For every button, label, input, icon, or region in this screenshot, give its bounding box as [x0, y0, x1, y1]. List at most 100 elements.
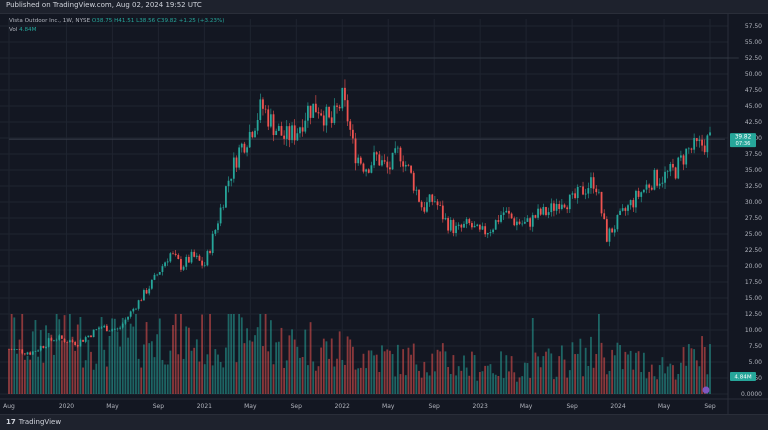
candle-body: [383, 160, 386, 162]
candle-body: [502, 212, 505, 215]
volume-bar: [10, 314, 13, 394]
volume-bar: [656, 379, 658, 394]
candle-body: [58, 335, 61, 340]
price-chart[interactable]: 57.5055.0052.5050.0047.5045.0042.5040.00…: [0, 14, 768, 414]
volume-bar: [420, 377, 423, 394]
volume-bar: [500, 351, 502, 394]
candle-body: [166, 261, 169, 263]
volume-bar: [232, 314, 235, 394]
candle-body: [677, 157, 680, 179]
y-tick-label: 52.50: [745, 55, 762, 62]
x-tick-label: 2023: [473, 403, 488, 410]
candle-body: [301, 127, 304, 132]
y-tick-label: 37.50: [745, 151, 762, 158]
volume-bar: [553, 379, 555, 394]
volume-bar: [185, 326, 188, 394]
volume-bar: [529, 377, 532, 394]
volume-bar: [74, 350, 77, 394]
volume-bar: [116, 331, 119, 394]
candle-body: [195, 255, 198, 257]
candles: [8, 79, 711, 356]
volume-bar: [357, 368, 360, 394]
candle-body: [333, 105, 336, 123]
candle-body: [307, 105, 309, 121]
candle-body: [682, 155, 685, 165]
x-tick-label: Aug: [3, 403, 15, 410]
candle-body: [709, 132, 711, 136]
candle-body: [632, 200, 635, 208]
y-axis: 57.5055.0052.5050.0047.5045.0042.5040.00…: [741, 23, 762, 398]
volume-bar: [150, 341, 153, 394]
volume-bar: [452, 355, 455, 394]
y-tick-label: 0.0000: [741, 391, 762, 398]
volume-bar: [92, 369, 95, 394]
tradingview-logo[interactable]: 17 TradingView: [6, 418, 61, 426]
candle-body: [674, 167, 677, 179]
volume-bar: [111, 318, 114, 394]
candle-body: [521, 223, 524, 225]
volume-bar: [410, 354, 412, 394]
candle-body: [687, 148, 690, 150]
candle-body: [264, 108, 267, 110]
candle-body: [217, 223, 219, 230]
volume-bar: [706, 374, 709, 394]
candle-body: [203, 265, 206, 266]
volume-bar: [79, 316, 82, 394]
volume-bar: [441, 343, 444, 394]
volume-bar: [677, 373, 680, 394]
volume-bar: [402, 349, 405, 394]
candle-body: [605, 219, 608, 242]
volume-badge: [730, 372, 756, 381]
volume-bar: [16, 353, 18, 394]
candle-body: [362, 163, 365, 172]
volume-bar: [468, 375, 471, 394]
y-tick-label: 7.50: [749, 343, 763, 350]
volume-bar: [344, 364, 346, 394]
volume-bar: [304, 329, 307, 394]
candle-body: [648, 184, 651, 188]
x-tick-label: Sep: [566, 403, 578, 410]
candle-body: [359, 157, 362, 164]
candle-body: [150, 279, 153, 289]
volume-bar: [447, 367, 450, 394]
candle-body: [16, 349, 18, 350]
volume-bar: [576, 353, 579, 394]
volume-bar: [494, 374, 497, 394]
y-tick-label: 45.00: [745, 103, 762, 110]
candle-body: [230, 178, 233, 181]
symbol-label: Vista Outdoor Inc., 1W, NYSE: [9, 18, 91, 24]
candle-body: [132, 308, 135, 312]
volume-bar: [198, 361, 201, 394]
candle-body: [55, 339, 58, 341]
volume-bar: [383, 351, 386, 394]
volume-bar: [351, 346, 354, 394]
candle-body: [426, 202, 428, 212]
volume-bar: [624, 351, 627, 394]
volume-bar: [359, 367, 362, 394]
volume-bar: [693, 349, 696, 394]
candle-body: [82, 339, 84, 342]
volume-bar: [571, 342, 574, 394]
volume-bar: [90, 351, 92, 394]
volume-bar: [275, 342, 278, 394]
candle-body: [531, 215, 534, 227]
volume-bar: [296, 346, 299, 394]
volume-bar: [687, 344, 690, 394]
volume-bar: [254, 335, 256, 394]
volume-bar: [463, 355, 465, 394]
ohlc-values: O38.75 H41.51 L38.56 C39.82 +1.25 (+3.23…: [91, 18, 225, 24]
volume-bar: [225, 347, 227, 394]
candle-body: [39, 346, 42, 351]
candle-body: [560, 204, 563, 209]
volume-bar: [640, 372, 643, 394]
candle-body: [254, 130, 256, 138]
volume-bar: [367, 350, 370, 394]
candle-body: [29, 352, 32, 355]
volume-bar: [23, 359, 26, 394]
candle-body: [211, 233, 214, 253]
volume-bar: [423, 361, 426, 394]
candle-body: [436, 201, 439, 206]
candle-body: [87, 335, 90, 338]
volume-bar: [129, 323, 132, 394]
volume-bar: [365, 368, 368, 394]
